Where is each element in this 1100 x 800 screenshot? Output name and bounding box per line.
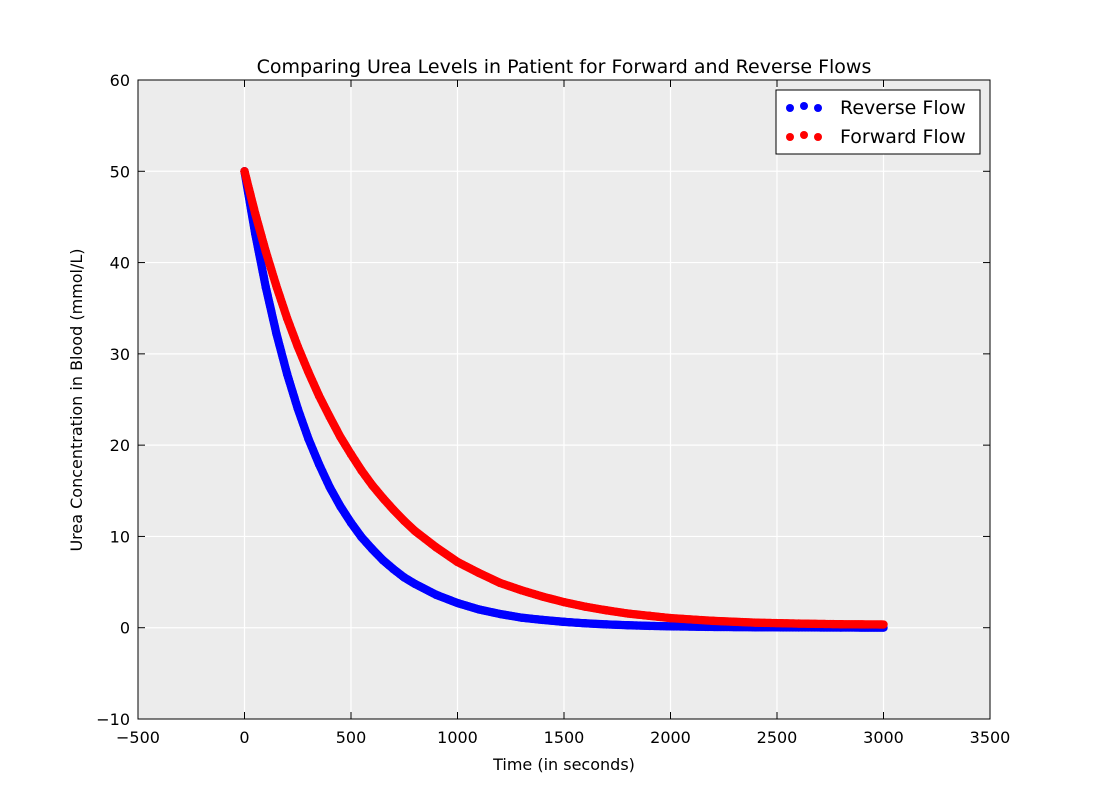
data-point [293, 342, 302, 351]
y-tick-label: 20 [110, 436, 130, 455]
legend-marker [786, 133, 794, 141]
legend: Reverse Flow Forward Flow [775, 89, 981, 155]
y-tick-label: 30 [110, 345, 130, 364]
data-point [293, 404, 302, 413]
data-point [325, 482, 334, 492]
data-point [517, 586, 526, 595]
data-point [282, 369, 292, 379]
data-point [250, 209, 260, 218]
y-tick-label: 40 [110, 254, 130, 273]
data-point [368, 545, 377, 554]
y-axis-label: Urea Concentration in Blood (mmol/L) [67, 248, 86, 551]
y-tick-label: 50 [110, 162, 130, 181]
legend-box [775, 89, 981, 155]
x-tick-label: 0 [239, 728, 249, 747]
data-point [346, 518, 356, 527]
data-point [559, 617, 569, 627]
data-point [368, 481, 377, 490]
data-point [495, 578, 505, 588]
data-point [357, 533, 366, 542]
series-forward-flow [240, 167, 888, 629]
data-point [346, 450, 356, 459]
data-point [495, 609, 505, 619]
data-point [517, 613, 526, 622]
data-point [432, 543, 441, 552]
data-point [602, 620, 611, 629]
data-point [538, 592, 547, 601]
data-point [623, 609, 633, 618]
x-tick-label: 2500 [757, 728, 798, 747]
series-layer [137, 79, 991, 720]
data-point [261, 283, 270, 292]
y-tick-label: 0 [120, 619, 130, 638]
data-point [453, 598, 462, 608]
data-point [282, 314, 292, 323]
legend-entry: Reverse Flow [786, 97, 966, 119]
data-point [538, 615, 547, 625]
y-tick-label: 60 [110, 71, 130, 90]
data-point [378, 555, 388, 565]
data-point [666, 622, 675, 631]
data-point [261, 247, 270, 256]
data-point [272, 329, 281, 338]
y-tick-label: 10 [110, 527, 130, 546]
data-point [240, 167, 249, 176]
x-tick-label: 2000 [650, 728, 691, 747]
data-point [357, 466, 366, 475]
x-tick-label: −500 [116, 728, 160, 747]
data-point [325, 412, 334, 422]
data-point [474, 568, 483, 578]
legend-marker [814, 104, 822, 112]
data-point [304, 434, 313, 443]
legend-marker [800, 102, 808, 110]
legend-label: Reverse Flow [840, 97, 966, 119]
data-point [645, 611, 654, 621]
data-point [474, 605, 483, 614]
data-point [432, 590, 441, 600]
data-point [453, 557, 462, 567]
x-tick-label: 3000 [863, 728, 904, 747]
x-axis-ticks: −500 0 500 1000 1500 2000 2500 3000 3500 [116, 80, 1010, 747]
x-tick-label: 1500 [544, 728, 585, 747]
data-point [751, 618, 760, 627]
chart-title: Comparing Urea Levels in Patient for For… [257, 56, 872, 78]
data-point [602, 606, 611, 615]
legend-label: Forward Flow [840, 126, 966, 148]
data-point [314, 391, 324, 401]
data-point [314, 460, 324, 469]
data-point [708, 616, 718, 626]
data-point [836, 620, 846, 629]
data-point [400, 573, 409, 582]
legend-marker [800, 131, 808, 139]
data-point [336, 502, 345, 511]
data-point [304, 367, 313, 377]
plot-frame [137, 79, 991, 720]
data-point [389, 565, 398, 574]
x-tick-label: 1000 [437, 728, 478, 747]
x-axis-label: Time (in seconds) [492, 755, 635, 774]
data-point [336, 432, 345, 442]
data-point [400, 516, 409, 526]
data-point [879, 620, 888, 629]
data-point [272, 282, 281, 291]
legend-entry: Forward Flow [786, 126, 966, 148]
y-tick-label: −10 [96, 710, 130, 729]
y-axis-ticks: −10 0 10 20 30 40 50 60 [96, 71, 990, 729]
legend-marker [814, 133, 822, 141]
data-point [559, 597, 569, 607]
data-point [581, 602, 590, 611]
data-point [410, 579, 420, 589]
data-point [378, 493, 388, 503]
data-point [581, 619, 590, 628]
x-tick-label: 500 [336, 728, 367, 747]
data-point [666, 613, 675, 623]
data-point [623, 621, 633, 630]
data-point [410, 526, 420, 536]
data-point [645, 621, 654, 631]
data-point [389, 505, 398, 515]
data-point [794, 619, 803, 628]
x-tick-label: 3500 [970, 728, 1011, 747]
legend-marker [786, 104, 794, 112]
